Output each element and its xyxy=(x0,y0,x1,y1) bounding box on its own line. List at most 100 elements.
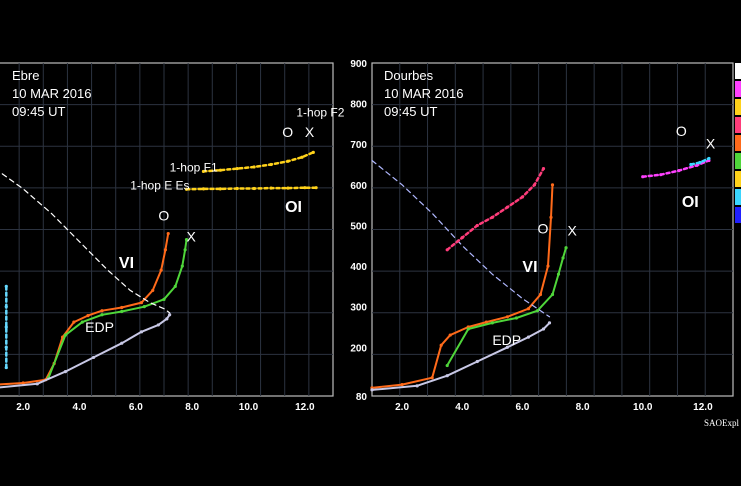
x-tick-label: 2.0 xyxy=(395,402,409,413)
data-point-right-O-trace xyxy=(550,183,555,187)
data-point-left-EDP xyxy=(35,382,39,386)
data-point-right-EDP xyxy=(370,388,374,392)
data-point-left-X-trace xyxy=(142,305,146,309)
panel-time-label: 09:45 UT xyxy=(384,104,438,119)
data-point-left-1-hop E Es xyxy=(303,186,307,190)
y-tick-label: 700 xyxy=(350,140,367,151)
annotation-label: X xyxy=(305,124,315,140)
data-point-right-O-trace xyxy=(484,320,488,324)
data-point-left-X-trace xyxy=(183,248,187,252)
data-point-right-O-trace xyxy=(448,333,452,337)
legend-swatch xyxy=(735,189,741,205)
data-point-right-EDP xyxy=(415,384,419,388)
y-tick-label: 500 xyxy=(350,221,367,232)
panel-time-label: 09:45 UT xyxy=(12,104,66,119)
data-point-left-EDP xyxy=(91,355,96,360)
data-point-right-1-hop F2 xyxy=(641,175,645,179)
data-point-right-spread-F xyxy=(475,223,479,228)
data-point-right-X-trace xyxy=(466,327,470,331)
series-right-EDP xyxy=(371,321,551,391)
y-tick-label: 800 xyxy=(350,100,367,111)
legend-swatch xyxy=(735,207,741,223)
panel-date-label: 10 MAR 2016 xyxy=(384,86,464,101)
legend-swatch xyxy=(735,117,741,133)
data-point-left-X-trace xyxy=(173,284,177,288)
data-point-right-EDP xyxy=(541,327,546,331)
data-point-left-X-trace xyxy=(180,264,184,268)
data-point-right-EDP xyxy=(445,374,449,378)
annotation-label: VI xyxy=(522,259,537,276)
series-right-model-dashed xyxy=(371,159,551,318)
annotation-label: VI xyxy=(119,255,134,272)
series-left-1-hop F2 xyxy=(202,151,315,173)
x-tick-label: 4.0 xyxy=(73,402,87,413)
annotation-label: EDP xyxy=(85,319,114,335)
annotation-label: O xyxy=(537,221,548,237)
panel-station-label: Dourbes xyxy=(384,68,434,83)
data-point-left-X-trace xyxy=(63,333,68,337)
data-point-right-1-hop F2 xyxy=(659,173,663,177)
data-point-left-X-trace xyxy=(162,297,166,301)
data-point-right-spread-F xyxy=(490,215,494,219)
data-point-right-X-trace xyxy=(561,256,565,260)
data-point-left-Es-left xyxy=(4,305,8,309)
x-tick-label: 12.0 xyxy=(295,402,315,413)
x-tick-label: 4.0 xyxy=(455,402,469,413)
data-point-left-O-trace xyxy=(159,268,163,272)
data-point-left-EDP xyxy=(156,323,160,327)
annotation-label: OI xyxy=(682,194,699,211)
annotation-label: O xyxy=(676,123,687,139)
data-point-right-O-trace xyxy=(439,343,443,347)
data-point-left-1-hop E Es xyxy=(314,186,318,190)
data-point-left-1-hop E Es xyxy=(269,186,273,190)
data-point-left-O-trace xyxy=(139,300,144,305)
x-tick-label: 12.0 xyxy=(693,402,713,413)
data-point-left-O-trace xyxy=(72,320,76,324)
data-point-right-O-trace xyxy=(549,215,553,219)
data-point-left-X-trace xyxy=(80,320,84,324)
data-point-right-O-trace xyxy=(430,376,434,380)
data-point-left-Es-left xyxy=(4,325,8,329)
data-point-right-X-trace xyxy=(564,246,568,250)
data-point-left-Es-left xyxy=(4,284,8,288)
annotation-label: O xyxy=(282,124,293,140)
data-point-left-1-hop F2 xyxy=(235,166,239,171)
data-point-right-X-trace xyxy=(535,309,540,313)
legend-swatch xyxy=(735,63,741,79)
y-tick-label: 400 xyxy=(350,262,367,273)
data-point-left-EDP xyxy=(139,330,144,334)
data-point-left-EDP xyxy=(120,341,124,345)
data-point-left-EDP xyxy=(63,370,68,374)
legend-swatch xyxy=(735,153,741,169)
data-point-right-1-hop F2 xyxy=(695,163,699,167)
data-point-right-spread-F xyxy=(460,236,464,240)
data-point-left-Es-left xyxy=(4,345,8,349)
data-point-left-O-trace xyxy=(86,313,90,318)
data-point-right-X-trace xyxy=(550,292,555,297)
data-point-right-1-hop F2 xyxy=(677,169,681,173)
series-right-spread-F xyxy=(445,167,545,252)
data-point-right-EDP xyxy=(505,345,509,349)
annotation-label: X xyxy=(187,229,197,245)
y-tick-label: 80 xyxy=(356,392,368,403)
data-point-right-X-trace xyxy=(490,321,494,325)
data-point-right-O-trace xyxy=(546,264,550,268)
panel-station-label: Ebre xyxy=(12,68,39,83)
x-tick-label: 8.0 xyxy=(576,402,590,413)
data-point-right-O-trace xyxy=(505,315,509,319)
data-point-left-X-trace xyxy=(120,309,124,314)
data-point-left-X-trace xyxy=(184,238,189,242)
data-point-left-O-trace xyxy=(163,248,168,252)
data-point-left-Es-left xyxy=(4,365,8,370)
data-point-left-EDP xyxy=(168,313,172,317)
x-tick-label: 6.0 xyxy=(515,402,529,413)
x-tick-label: 6.0 xyxy=(129,402,143,413)
data-point-left-1-hop E Es xyxy=(201,187,206,191)
data-point-right-X-trace xyxy=(445,363,449,368)
data-point-left-1-hop F2 xyxy=(252,165,256,169)
annotation-label: X xyxy=(568,223,578,239)
data-point-left-1-hop F2 xyxy=(201,169,206,174)
series-right-O-trace xyxy=(371,183,554,389)
data-point-left-O-trace xyxy=(100,309,104,313)
data-point-right-O-trace xyxy=(538,292,543,297)
